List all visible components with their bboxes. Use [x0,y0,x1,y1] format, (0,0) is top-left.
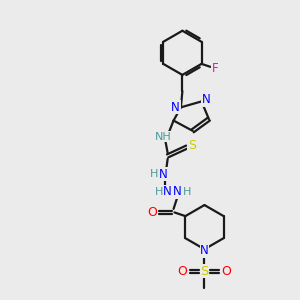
Text: O: O [178,265,187,278]
Text: N: N [163,185,172,198]
Text: N: N [159,168,168,181]
Text: H: H [150,169,158,179]
Text: O: O [222,265,232,278]
Text: H: H [154,187,163,197]
Text: H: H [183,187,191,197]
Text: S: S [200,265,209,278]
Text: N: N [173,185,182,198]
Text: N: N [200,244,209,257]
Text: NH: NH [155,132,172,142]
Text: N: N [202,93,210,106]
Text: F: F [212,62,218,75]
Text: O: O [147,206,157,219]
Text: N: N [171,101,180,114]
Text: S: S [188,139,196,152]
